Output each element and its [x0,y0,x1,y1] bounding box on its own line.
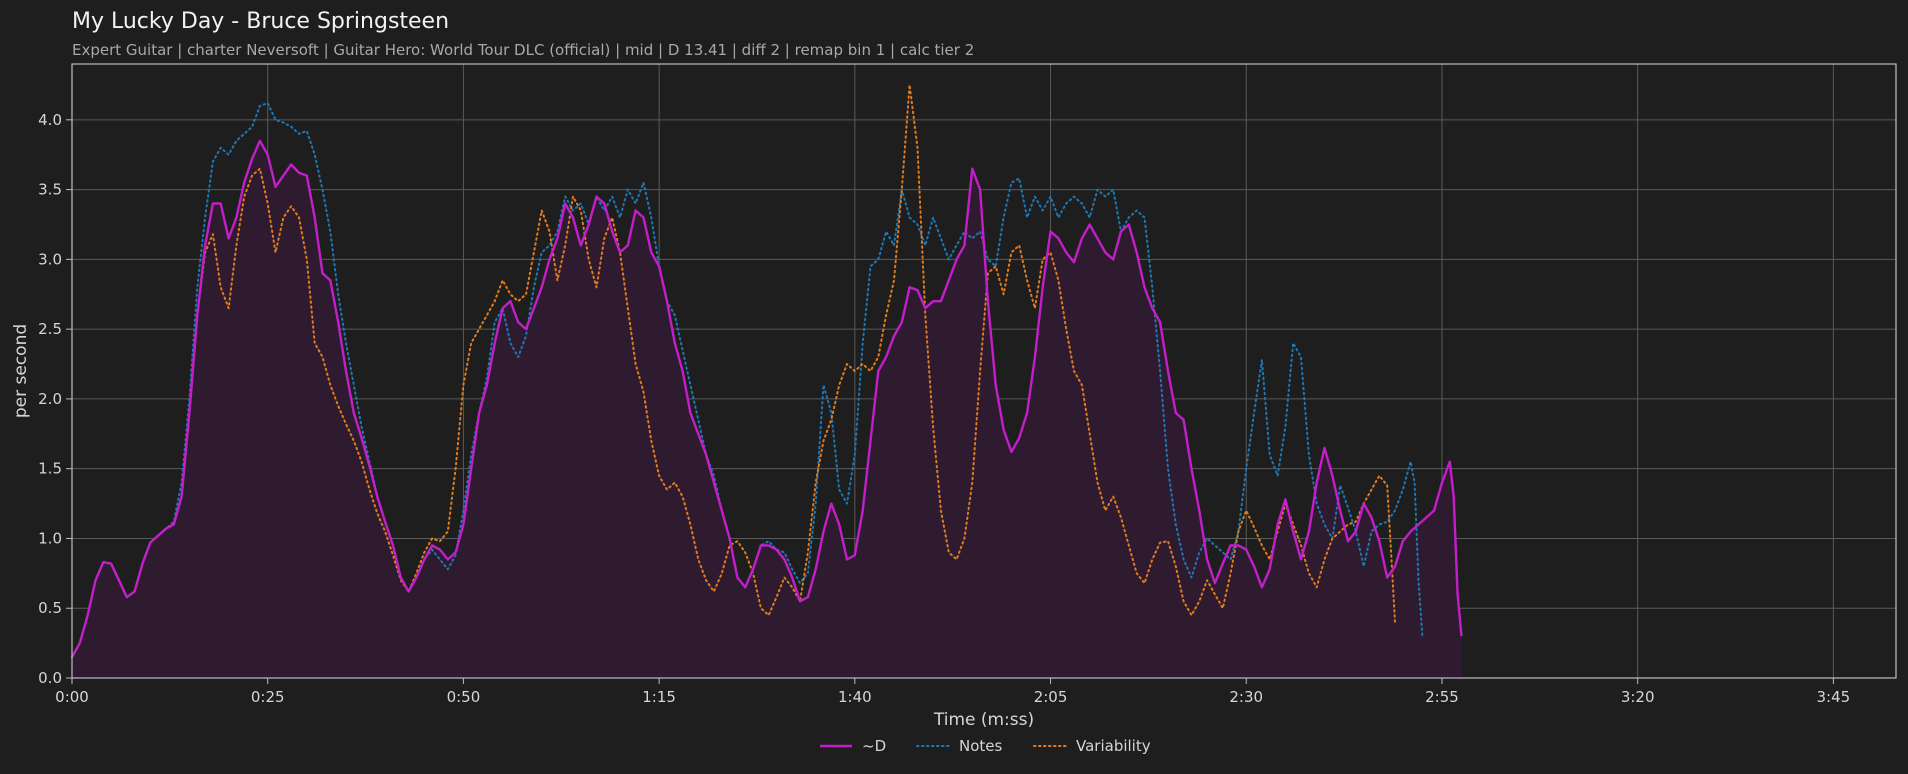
x-tick-label: 0:50 [447,688,481,706]
legend-label-1: Notes [959,737,1003,755]
legend: ~D Notes Variability [820,737,1151,755]
y-tick-label: 3.0 [38,250,62,268]
legend-label-2: Variability [1076,737,1151,755]
x-tick-label: 0:25 [251,688,285,706]
y-tick-label: 2.0 [38,390,62,408]
legend-label-0: ~D [862,737,886,755]
x-tick-label: 1:15 [642,688,676,706]
x-tick-label: 0:00 [55,688,89,706]
y-axis-label: per second [11,324,31,418]
series-line-2 [71,83,1396,659]
plot-frame [71,63,1897,679]
area-fill [72,140,1462,679]
x-tick-label: 2:55 [1425,688,1459,706]
y-tick-label: 1.5 [38,460,62,478]
x-tick-label: 2:30 [1229,688,1263,706]
y-tick-label: 1.0 [38,529,62,547]
x-tick-label: 2:05 [1034,688,1068,706]
y-tick-label: 0.5 [38,599,62,617]
y-tick-label: 3.5 [38,181,62,199]
x-tick-label: 1:40 [838,688,872,706]
area-fill-layer [72,140,1462,679]
y-tick-label: 2.5 [38,320,62,338]
chart-title: My Lucky Day - Bruce Springsteen [72,9,449,34]
x-axis-label: Time (m:ss) [933,710,1034,730]
y-tick-label: 4.0 [38,111,62,129]
series-line-0 [70,139,1463,658]
y-tick-label: 0.0 [38,669,62,687]
chart-subtitle: Expert Guitar | charter Neversoft | Guit… [72,41,974,59]
x-tick-label: 3:20 [1621,688,1655,706]
series-line-1 [71,102,1424,659]
series-layer [70,83,1463,659]
x-tick-label: 3:45 [1817,688,1851,706]
tick-layer: 0.0 0.5 1.0 1.5 2.0 2.5 3.0 3.5 4.0 0:00 0:25 0:50 1… [38,111,1850,706]
